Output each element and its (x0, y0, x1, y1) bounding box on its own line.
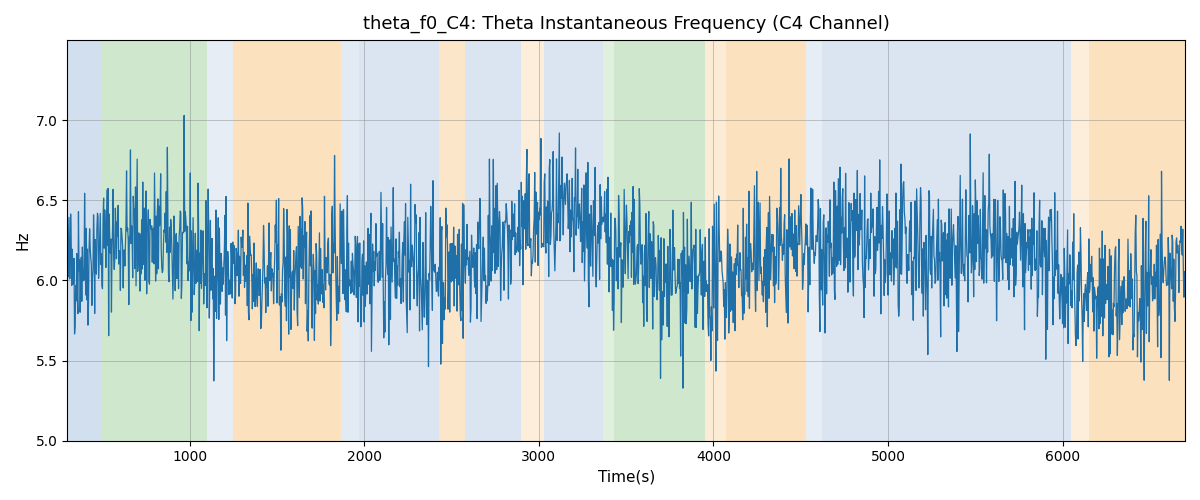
Bar (466, 40, 521, 440)
Bar (439, 40, 466, 440)
Bar (726, 40, 806, 440)
Bar (1072, 40, 1088, 440)
Bar (604, 40, 614, 440)
Bar (544, 40, 604, 440)
Bar (704, 40, 726, 440)
Bar (614, 40, 704, 440)
Bar (521, 40, 544, 440)
Bar (806, 40, 822, 440)
Bar (1088, 40, 1184, 440)
Bar (822, 40, 1072, 440)
Title: theta_f0_C4: Theta Instantaneous Frequency (C4 Channel): theta_f0_C4: Theta Instantaneous Frequen… (362, 15, 889, 34)
Bar (102, 40, 206, 440)
Bar (233, 40, 342, 440)
X-axis label: Time(s): Time(s) (598, 470, 655, 485)
Y-axis label: Hz: Hz (16, 230, 30, 250)
Bar (206, 40, 233, 440)
Bar (342, 40, 359, 440)
Bar (359, 40, 439, 440)
Bar (67, 40, 102, 440)
